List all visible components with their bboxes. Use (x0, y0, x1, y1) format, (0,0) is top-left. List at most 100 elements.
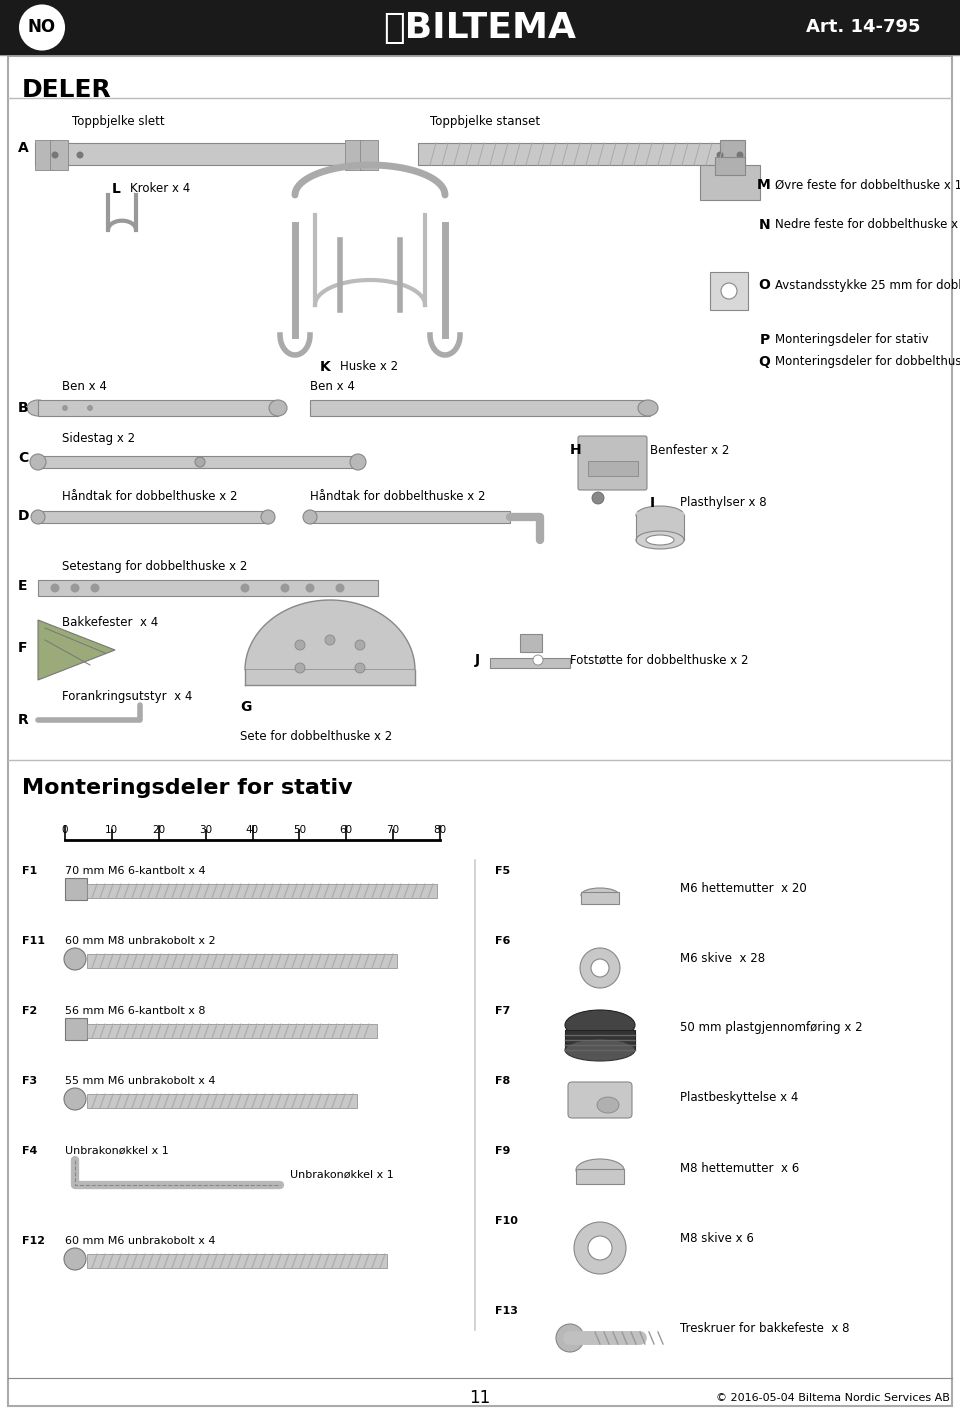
Text: Fotstøtte for dobbelthuske x 2: Fotstøtte for dobbelthuske x 2 (570, 653, 749, 666)
Bar (35, 143, 375, 165)
Text: 70: 70 (387, 824, 399, 836)
Text: Treskruer for bakkefeste  x 8: Treskruer for bakkefeste x 8 (680, 1322, 850, 1335)
Text: 80: 80 (433, 824, 446, 836)
Circle shape (355, 641, 365, 650)
Text: P: P (759, 334, 770, 346)
Bar (720, 140, 745, 170)
Text: G: G (240, 700, 252, 714)
Circle shape (588, 1236, 612, 1260)
Text: F7: F7 (495, 1005, 511, 1017)
Circle shape (335, 584, 345, 592)
Text: Setestang for dobbelthuske x 2: Setestang for dobbelthuske x 2 (62, 560, 248, 573)
Bar (565, 1029, 635, 1051)
Text: 10: 10 (106, 824, 118, 836)
Bar (38, 455, 358, 468)
Circle shape (591, 959, 609, 977)
Circle shape (30, 454, 46, 469)
Bar (35, 140, 53, 170)
Text: F9: F9 (495, 1145, 511, 1157)
Polygon shape (245, 670, 415, 684)
Text: Monteringsdeler for stativ: Monteringsdeler for stativ (775, 334, 928, 346)
Text: Toppbjelke slett: Toppbjelke slett (72, 115, 164, 129)
Text: M6 skive  x 28: M6 skive x 28 (680, 952, 765, 964)
Text: J: J (475, 653, 480, 667)
Bar (38, 510, 268, 523)
Circle shape (305, 584, 315, 592)
Text: Nedre feste for dobbelthuske x 1: Nedre feste for dobbelthuske x 1 (775, 219, 960, 232)
Circle shape (295, 663, 305, 673)
Ellipse shape (64, 1087, 86, 1110)
Bar (310, 400, 650, 416)
Text: F8: F8 (495, 1076, 511, 1086)
Text: Ben x 4: Ben x 4 (62, 380, 107, 393)
Circle shape (580, 947, 620, 988)
Text: F11: F11 (22, 936, 45, 946)
Circle shape (52, 151, 59, 158)
Text: F4: F4 (22, 1145, 37, 1157)
Text: Plasthylser x 8: Plasthylser x 8 (680, 496, 767, 509)
Bar (418, 143, 738, 165)
Text: 55 mm M6 unbrakobolt x 4: 55 mm M6 unbrakobolt x 4 (65, 1076, 215, 1086)
Bar (87, 1024, 377, 1038)
Text: Q: Q (758, 355, 770, 369)
Circle shape (62, 404, 68, 411)
Text: ⬛BILTEMA: ⬛BILTEMA (383, 10, 577, 44)
Text: Unbrakonøkkel x 1: Unbrakonøkkel x 1 (290, 1169, 394, 1181)
Circle shape (295, 641, 305, 650)
Text: F2: F2 (22, 1005, 37, 1017)
Circle shape (574, 1222, 626, 1274)
Text: Håndtak for dobbelthuske x 2: Håndtak for dobbelthuske x 2 (62, 491, 237, 503)
Circle shape (325, 635, 335, 645)
Ellipse shape (64, 947, 86, 970)
Text: Monteringsdeler for dobbelthuske: Monteringsdeler for dobbelthuske (775, 355, 960, 369)
Text: Kroker x 4: Kroker x 4 (130, 182, 190, 195)
Bar (87, 884, 437, 898)
Bar (345, 140, 363, 170)
Text: F6: F6 (495, 936, 511, 946)
Text: 70 mm M6 6-kantbolt x 4: 70 mm M6 6-kantbolt x 4 (65, 865, 205, 877)
Text: 30: 30 (199, 824, 212, 836)
Text: 40: 40 (246, 824, 259, 836)
Ellipse shape (597, 1097, 619, 1113)
Text: Forankringsutstyr  x 4: Forankringsutstyr x 4 (62, 690, 192, 703)
Circle shape (70, 584, 80, 592)
Text: F10: F10 (495, 1216, 517, 1226)
Text: © 2016-05-04 Biltema Nordic Services AB: © 2016-05-04 Biltema Nordic Services AB (716, 1393, 950, 1403)
Circle shape (20, 6, 64, 49)
Text: Benfester x 2: Benfester x 2 (650, 444, 730, 457)
Text: Toppbjelke stanset: Toppbjelke stanset (430, 115, 540, 129)
Text: Unbrakonøkkel x 1: Unbrakonøkkel x 1 (65, 1145, 169, 1157)
Text: Monteringsdeler for stativ: Monteringsdeler for stativ (22, 778, 352, 797)
Circle shape (533, 655, 543, 665)
Bar (50, 140, 68, 170)
Ellipse shape (27, 400, 49, 416)
Circle shape (51, 584, 60, 592)
Text: Art. 14-795: Art. 14-795 (805, 18, 920, 37)
Text: D: D (18, 509, 30, 523)
Circle shape (556, 1324, 584, 1352)
Text: Sete for dobbelthuske x 2: Sete for dobbelthuske x 2 (240, 730, 393, 742)
Text: I: I (650, 496, 655, 510)
Ellipse shape (565, 1039, 635, 1060)
Ellipse shape (576, 1159, 624, 1181)
Text: 11: 11 (469, 1389, 491, 1407)
Text: 20: 20 (153, 824, 165, 836)
Text: F5: F5 (495, 865, 510, 877)
Text: NO: NO (28, 18, 56, 37)
Text: 50: 50 (293, 824, 306, 836)
Bar (360, 140, 378, 170)
Text: K: K (320, 361, 331, 373)
Text: 0: 0 (61, 824, 68, 836)
Bar (715, 157, 745, 175)
Bar (710, 271, 748, 310)
Bar (65, 878, 87, 899)
Text: Øvre feste for dobbelthuske x 1: Øvre feste for dobbelthuske x 1 (775, 178, 960, 191)
Text: Sidestag x 2: Sidestag x 2 (62, 433, 135, 445)
Text: O: O (758, 279, 770, 293)
Text: Ben x 4: Ben x 4 (310, 380, 355, 393)
Polygon shape (38, 619, 115, 680)
Bar (490, 658, 570, 667)
Text: A: A (18, 141, 29, 156)
Text: B: B (18, 402, 29, 414)
Circle shape (736, 151, 743, 158)
